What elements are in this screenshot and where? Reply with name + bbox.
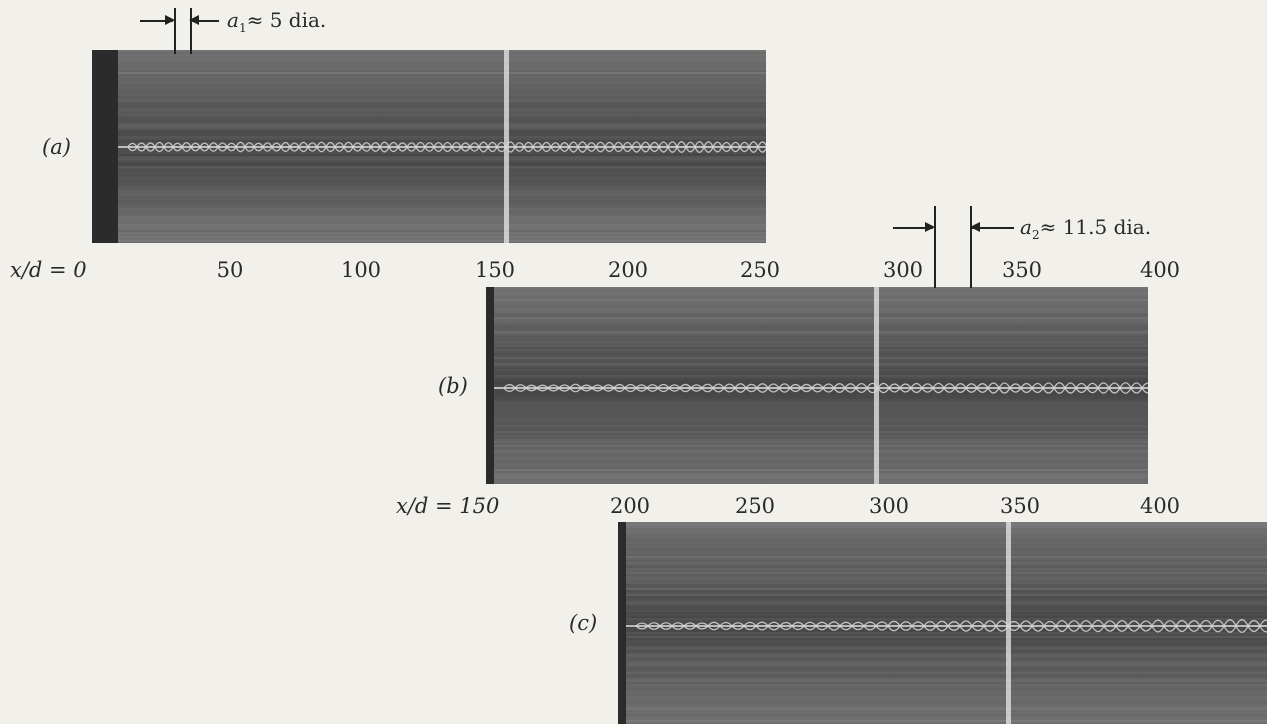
photo-panel-b — [486, 287, 1148, 484]
photo-panel-b-image — [486, 287, 1148, 484]
tick-a-2: 100 — [340, 258, 382, 282]
axis-prefix-b-text: x/d = 150 — [396, 494, 500, 518]
a2-annotation: a2≈ 11.5 dia. — [1020, 215, 1151, 242]
photo-panel-c — [618, 522, 1267, 724]
tick-b-1: 200 — [609, 494, 651, 518]
a1-marker-right — [190, 8, 192, 54]
tick-a-3: 150 — [474, 258, 516, 282]
tick-a-4: 200 — [607, 258, 649, 282]
tick-top-2: 350 — [1001, 258, 1043, 282]
tick-b-3: 300 — [868, 494, 910, 518]
cylinder-bar — [92, 50, 118, 243]
photo-panel-c-image — [618, 522, 1267, 724]
tick-a-5: 250 — [739, 258, 781, 282]
panel-label-c: (c) — [569, 611, 598, 635]
cylinder-bar — [618, 522, 626, 724]
photo-seam — [1006, 522, 1011, 724]
a2-subscript: 2 — [1031, 228, 1040, 242]
axis-prefix-b: x/d = 150 — [396, 494, 499, 518]
wake-vortex — [1259, 619, 1267, 633]
tick-a-1: 50 — [216, 258, 244, 282]
tick-top-1: 300 — [882, 258, 924, 282]
tick-b-5: 400 — [1139, 494, 1181, 518]
a1-annotation: a1≈ 5 dia. — [227, 8, 326, 35]
a2-arrow-left — [970, 222, 1014, 232]
a1-text: ≈ 5 dia. — [246, 8, 327, 32]
a2-text: ≈ 11.5 dia. — [1039, 215, 1152, 239]
photo-panel-a — [92, 50, 766, 243]
a2-symbol: a — [1020, 215, 1032, 239]
tick-b-4: 350 — [999, 494, 1041, 518]
tick-top-3: 400 — [1139, 258, 1181, 282]
wake-vortex — [1141, 382, 1148, 394]
tick-b-2: 250 — [734, 494, 776, 518]
wake-vortex — [757, 141, 766, 153]
photo-panel-a-image — [92, 50, 766, 243]
a2-arrow-right — [893, 222, 935, 232]
cylinder-bar — [486, 287, 494, 484]
panel-label-a: (a) — [42, 135, 71, 159]
a1-arrow-left — [189, 15, 219, 25]
a1-marker-left — [174, 8, 176, 54]
a2-marker-left — [934, 206, 936, 288]
panel-label-b: (b) — [438, 374, 468, 398]
a1-subscript: 1 — [238, 21, 247, 35]
axis-prefix-a: x/d = 0 — [10, 258, 87, 282]
a2-marker-right — [970, 206, 972, 288]
a1-arrow-right — [140, 15, 175, 25]
axis-prefix-a-text: x/d = 0 — [10, 258, 87, 282]
a1-symbol: a — [227, 8, 239, 32]
